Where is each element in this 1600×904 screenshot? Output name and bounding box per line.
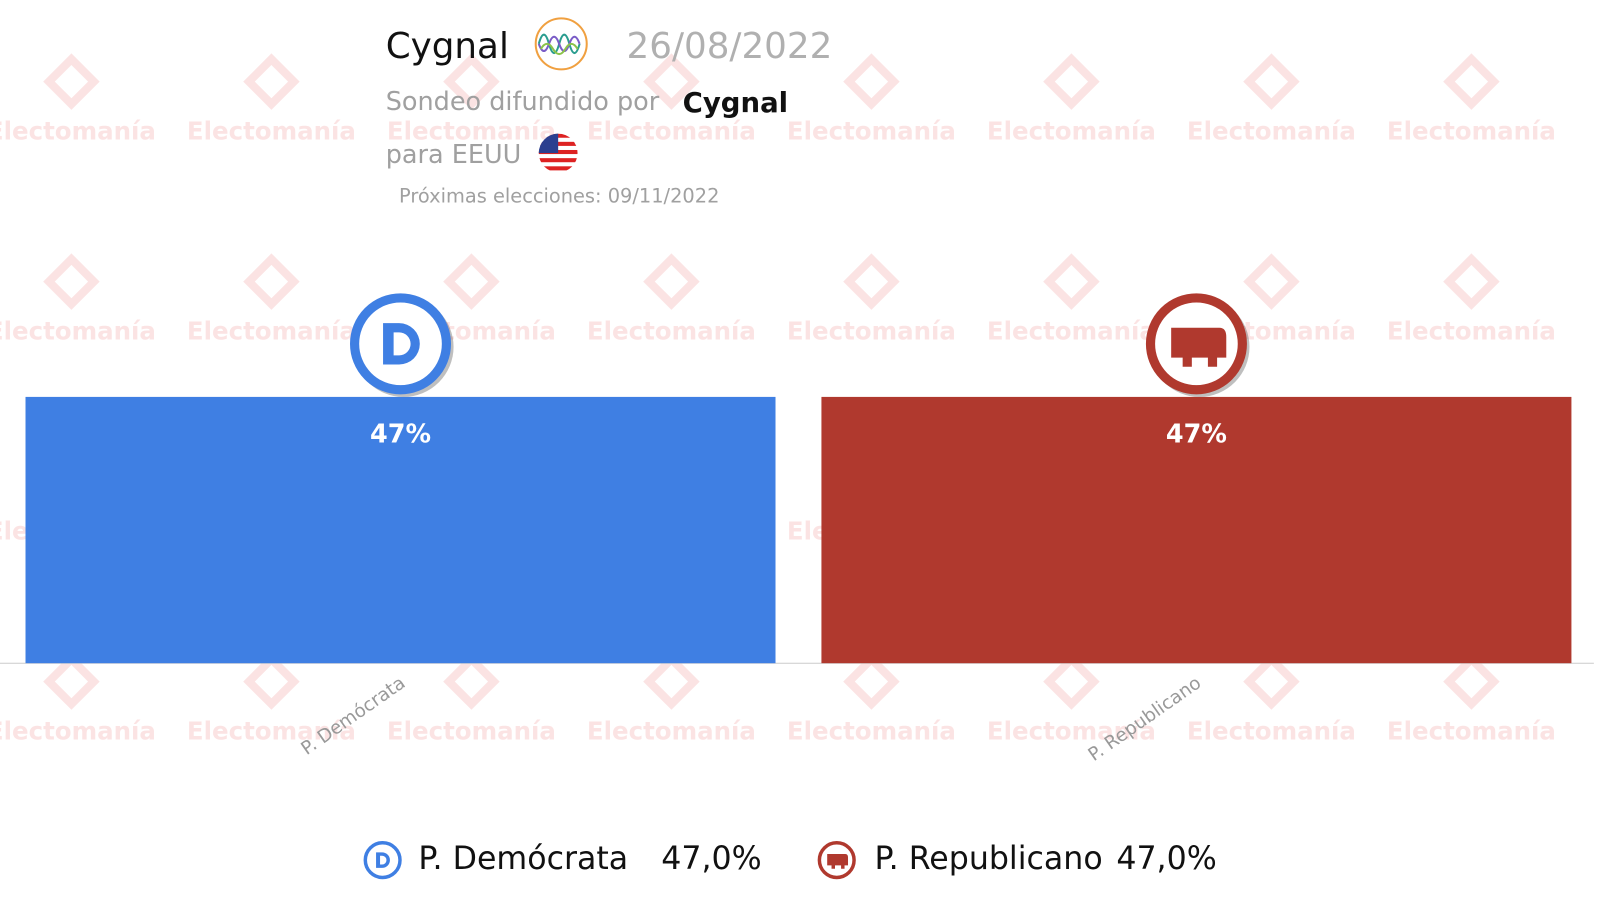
watermark-text: Electomanía — [1387, 117, 1556, 146]
watermark-text: Electomanía — [587, 717, 756, 746]
watermark-logo — [1243, 653, 1300, 710]
party-logo-mark — [376, 852, 390, 868]
party-logo-mark — [383, 323, 420, 365]
legend-value: 47,0% — [1116, 841, 1216, 877]
next-election: Próximas elecciones: 09/11/2022 — [399, 184, 719, 207]
watermark-text: Electomanía — [587, 317, 756, 346]
watermark-logo — [643, 253, 700, 310]
released-by-name: Cygnal — [683, 87, 788, 119]
legend-label: P. Demócrata — [418, 841, 628, 877]
watermark-text: Electomanía — [187, 317, 356, 346]
watermark-text: Electomanía — [1187, 717, 1356, 746]
bar — [25, 396, 776, 664]
pollster: Cygnal — [386, 26, 509, 67]
watermark-text: Electomanía — [787, 717, 956, 746]
poll-date: 26/08/2022 — [627, 26, 833, 67]
party-logo — [363, 841, 402, 880]
party-badge — [350, 293, 454, 397]
watermark-logo — [243, 653, 300, 710]
legend-value: 47,0% — [661, 841, 761, 877]
watermark-logo — [643, 653, 700, 710]
watermark-text: Electomanía — [987, 717, 1156, 746]
watermark-logo — [1043, 653, 1100, 710]
watermark-logo — [43, 53, 100, 110]
region: para EEUU — [386, 140, 522, 170]
watermark-text: Electomanía — [1387, 317, 1556, 346]
watermark-logo — [243, 53, 300, 110]
watermark-text: Electomanía — [387, 717, 556, 746]
watermark-logo — [1243, 253, 1300, 310]
watermark-text: Electomanía — [1187, 117, 1356, 146]
data-label: 47% — [1166, 420, 1227, 450]
watermark-text: Electomanía — [987, 117, 1156, 146]
released-by: Sondeo difundido por — [386, 87, 660, 117]
watermark-logo — [1243, 53, 1300, 110]
watermark-logo — [1443, 53, 1500, 110]
watermark-logo — [243, 253, 300, 310]
watermark-logo — [1043, 253, 1100, 310]
watermark-logo — [443, 53, 500, 110]
watermark-text: Electomanía — [987, 317, 1156, 346]
watermark-logo — [843, 253, 900, 310]
watermark-text: Electomanía — [187, 117, 356, 146]
party-logo-mark — [1171, 327, 1227, 367]
watermark-logo — [1443, 653, 1500, 710]
party-logo — [350, 293, 452, 395]
watermark-logo — [1043, 53, 1100, 110]
watermark-text: Electomanía — [387, 117, 556, 146]
watermark-text: Electomanía — [0, 717, 156, 746]
party-badge — [1145, 293, 1250, 397]
watermark-text: Electomanía — [0, 117, 156, 146]
watermark-logo — [1443, 253, 1500, 310]
watermark-logo — [443, 653, 500, 710]
watermark-text: Electomanía — [1387, 717, 1556, 746]
legend-label: P. Republicano — [874, 841, 1102, 877]
watermark-logo — [643, 53, 700, 110]
flag — [538, 133, 578, 173]
watermark-logo — [843, 53, 900, 110]
watermark-logo — [43, 253, 100, 310]
watermark-logo — [843, 653, 900, 710]
watermark-text: Electomanía — [787, 317, 956, 346]
bar — [821, 396, 1572, 664]
watermark-text: Electomanía — [787, 117, 956, 146]
data-label: 47% — [370, 420, 431, 450]
party-logo-mark — [827, 854, 849, 869]
watermark-logo — [443, 253, 500, 310]
watermark-text: Electomanía — [0, 317, 156, 346]
pollster-logo — [534, 17, 588, 71]
watermark-logo — [43, 653, 100, 710]
watermark-text: Electomanía — [187, 717, 356, 746]
watermark-text: Electomanía — [587, 117, 756, 146]
